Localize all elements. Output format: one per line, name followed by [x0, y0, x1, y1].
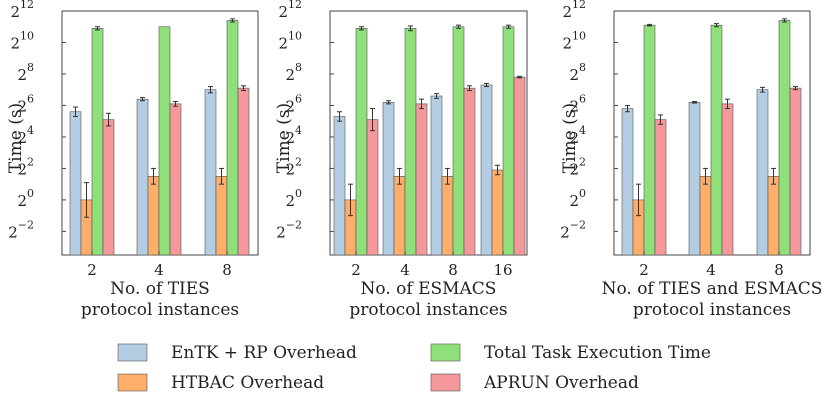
y-tick-label: 212: [562, 0, 586, 21]
bar-task-16: [502, 26, 515, 256]
x-tick-label: 8: [448, 261, 458, 279]
y-tick-label: 210: [10, 29, 34, 52]
x-axis-label: No. of TIES and ESMACS: [602, 279, 823, 299]
bar-task-4: [158, 26, 171, 256]
bar-htbac-4: [147, 175, 160, 256]
bar-aprun-4: [415, 103, 428, 256]
legend-label-entk: EnTK + RP Overhead: [171, 343, 357, 363]
bar-htbac-8: [441, 175, 454, 256]
bar-task-4: [404, 28, 417, 256]
y-tick-label: 20: [285, 187, 302, 210]
bar-task-8: [452, 26, 465, 256]
bar-htbac-16: [491, 169, 504, 256]
bar-htbac-4: [393, 175, 406, 256]
bar-aprun-2: [654, 119, 667, 256]
bar-task-4: [710, 24, 723, 256]
bar-entk-4: [688, 102, 701, 256]
y-tick-label: 28: [17, 61, 34, 84]
bar-entk-2: [69, 111, 82, 256]
y-tick-label: 20: [569, 187, 586, 210]
bar-aprun-2: [102, 119, 115, 256]
x-tick-label: 2: [351, 261, 361, 279]
bar-task-2: [355, 28, 368, 256]
bar-aprun-2: [366, 119, 379, 256]
x-axis-label: protocol instances: [349, 300, 507, 320]
x-tick-label: 4: [706, 261, 716, 279]
x-axis-label: protocol instances: [81, 300, 239, 320]
bar-entk-2: [333, 116, 346, 256]
y-axis-label: Time (s): [274, 103, 294, 173]
x-tick-label: 4: [154, 261, 164, 279]
bar-entk-8: [756, 89, 769, 256]
bar-task-8: [778, 20, 791, 256]
legend: EnTK + RP Overhead Total Task Execution T…: [117, 343, 711, 393]
y-tick-label: 2−2: [560, 218, 586, 241]
x-tick-label: 4: [400, 261, 410, 279]
bar-task-2: [91, 28, 104, 256]
x-tick-label: 8: [774, 261, 784, 279]
legend-swatch-task: [430, 343, 461, 362]
y-tick-label: 210: [278, 29, 302, 52]
x-tick-label: 2: [639, 261, 649, 279]
bar-htbac-4: [699, 175, 712, 256]
bar-entk-8: [430, 95, 443, 256]
y-tick-label: 28: [285, 61, 302, 84]
bar-entk-8: [204, 89, 217, 256]
y-tick-label: 2−2: [276, 218, 302, 241]
legend-label-task: Total Task Execution Time: [484, 343, 711, 363]
y-tick-label: 210: [562, 29, 586, 52]
y-axis-label: Time (s): [560, 103, 580, 173]
bar-aprun-16: [513, 76, 526, 256]
legend-label-htbac: HTBAC Overhead: [171, 373, 324, 393]
bar-aprun-4: [169, 103, 182, 256]
bar-htbac-8: [215, 175, 228, 256]
y-axis-label: Time (s): [6, 103, 26, 173]
y-tick-label: 2−2: [8, 218, 34, 241]
bar-entk-2: [621, 108, 634, 256]
plot-frame: [329, 10, 528, 256]
y-tick-label: 20: [17, 187, 34, 210]
legend-swatch-aprun: [430, 373, 461, 392]
x-axis-label: No. of TIES: [110, 279, 210, 299]
bar-aprun-8: [463, 87, 476, 256]
bar-entk-4: [382, 102, 395, 256]
bar-task-2: [643, 24, 656, 256]
bar-aprun-8: [789, 87, 802, 256]
legend-swatch-entk: [117, 343, 148, 362]
x-tick-label: 2: [87, 261, 97, 279]
x-tick-label: 8: [222, 261, 232, 279]
legend-label-aprun: APRUN Overhead: [483, 373, 639, 393]
bar-aprun-8: [237, 87, 250, 256]
y-tick-label: 212: [278, 0, 302, 21]
x-tick-label: 16: [493, 261, 512, 279]
bar-htbac-8: [767, 175, 780, 256]
legend-swatch-htbac: [117, 373, 148, 392]
y-tick-label: 28: [569, 61, 586, 84]
x-axis-label: protocol instances: [633, 300, 791, 320]
bar-entk-4: [136, 98, 149, 256]
bar-entk-16: [480, 84, 493, 256]
y-tick-label: 212: [10, 0, 34, 21]
x-axis-label: No. of ESMACS: [361, 279, 497, 299]
bar-task-8: [226, 20, 239, 256]
bar-aprun-4: [721, 103, 734, 256]
